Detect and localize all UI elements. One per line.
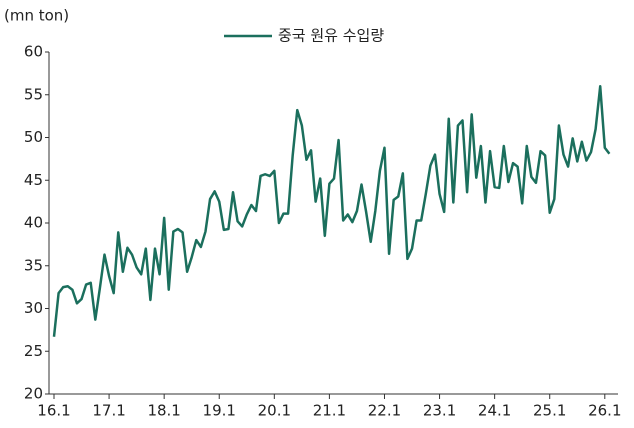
x-tick-label: 22.1: [368, 402, 401, 420]
x-tick-label: 25.1: [533, 402, 566, 420]
y-tick-label: 50: [24, 128, 43, 146]
x-tick-label: 18.1: [147, 402, 180, 420]
x-tick-label: 24.1: [478, 402, 511, 420]
y-tick-label: 20: [24, 385, 43, 403]
x-tick-label: 19.1: [203, 402, 236, 420]
x-tick-label: 16.1: [37, 402, 70, 420]
y-tick-label: 35: [24, 256, 43, 274]
unit-label: (mn ton): [4, 7, 69, 25]
x-tick-label: 20.1: [258, 402, 291, 420]
legend-label: 중국 원유 수입량: [278, 27, 384, 45]
x-tick-label: 23.1: [423, 402, 456, 420]
y-tick-label: 30: [24, 299, 43, 317]
y-tick-label: 45: [24, 171, 43, 189]
x-tick-label: 21.1: [313, 402, 346, 420]
x-tick-label: 26.1: [588, 402, 621, 420]
series-line: [52, 84, 611, 337]
y-tick-label: 25: [24, 342, 43, 360]
x-tick-label: 17.1: [92, 402, 125, 420]
y-tick-label: 40: [24, 214, 43, 232]
y-tick-label: 55: [24, 85, 43, 103]
y-tick-label: 60: [24, 43, 43, 61]
